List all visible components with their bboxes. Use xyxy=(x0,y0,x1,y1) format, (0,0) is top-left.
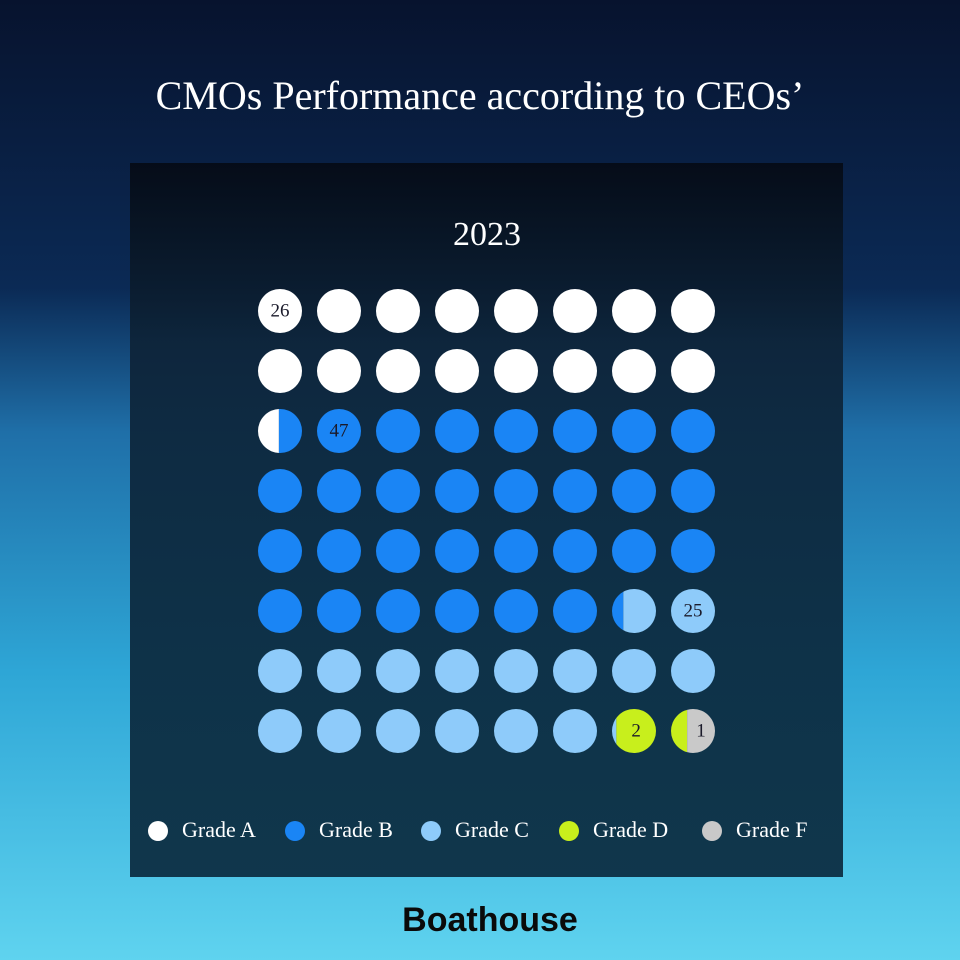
waffle-dot xyxy=(258,649,302,693)
value-label: 2 xyxy=(631,720,641,741)
waffle-dot xyxy=(671,649,715,693)
waffle-dot xyxy=(553,649,597,693)
legend-label: Grade C xyxy=(455,817,529,842)
waffle-dot-part xyxy=(278,409,302,453)
waffle-dot xyxy=(317,409,361,453)
waffle-dot xyxy=(376,529,420,573)
waffle-dot xyxy=(317,649,361,693)
waffle-dot xyxy=(612,409,656,453)
waffle-dot xyxy=(435,529,479,573)
waffle-dot xyxy=(376,589,420,633)
waffle-dot xyxy=(494,709,538,753)
waffle-dot-part xyxy=(687,709,715,753)
waffle-dot xyxy=(317,349,361,393)
waffle-dot xyxy=(494,469,538,513)
waffle-dot xyxy=(612,349,656,393)
waffle-dot-part xyxy=(258,409,279,453)
waffle-dot xyxy=(671,409,715,453)
waffle-dot xyxy=(494,589,538,633)
waffle-dot xyxy=(258,469,302,513)
waffle-dot xyxy=(553,289,597,333)
waffle-dot xyxy=(317,529,361,573)
waffle-dot xyxy=(317,709,361,753)
waffle-dot xyxy=(553,589,597,633)
waffle-dot xyxy=(435,469,479,513)
waffle-dot xyxy=(435,409,479,453)
waffle-dot xyxy=(671,469,715,513)
legend-label: Grade D xyxy=(593,817,668,842)
waffle-dot xyxy=(612,529,656,573)
waffle-dot xyxy=(435,589,479,633)
waffle-dot-part xyxy=(616,709,656,753)
waffle-dot xyxy=(494,349,538,393)
waffle-dot-part xyxy=(612,717,617,745)
waffle-dot xyxy=(317,589,361,633)
legend-label: Grade A xyxy=(182,817,256,842)
waffle-dot xyxy=(671,589,715,633)
waffle-dot xyxy=(376,409,420,453)
value-label: 25 xyxy=(684,600,703,621)
waffle-dot xyxy=(671,349,715,393)
waffle-dot xyxy=(376,289,420,333)
brand-logo: Boathouse xyxy=(402,901,578,939)
value-label: 26 xyxy=(271,300,290,321)
waffle-dot xyxy=(258,589,302,633)
value-label: 47 xyxy=(330,420,349,441)
waffle-dot xyxy=(671,289,715,333)
waffle-dot-part xyxy=(623,589,656,633)
waffle-dot xyxy=(435,289,479,333)
waffle-dot xyxy=(553,529,597,573)
waffle-dot xyxy=(553,709,597,753)
waffle-dot xyxy=(494,649,538,693)
waffle-dot xyxy=(553,469,597,513)
waffle-dot xyxy=(376,649,420,693)
waffle-dot xyxy=(494,289,538,333)
waffle-dot xyxy=(612,469,656,513)
waffle-dot xyxy=(258,709,302,753)
waffle-dot-part xyxy=(671,709,688,753)
legend-swatch xyxy=(148,821,168,841)
legend-swatch xyxy=(421,821,441,841)
waffle-dot xyxy=(494,529,538,573)
legend-swatch xyxy=(559,821,579,841)
panel xyxy=(130,163,843,877)
legend-label: Grade B xyxy=(319,817,393,842)
waffle-dot xyxy=(258,349,302,393)
waffle-dot xyxy=(612,649,656,693)
waffle-dot xyxy=(317,469,361,513)
waffle-dot xyxy=(376,349,420,393)
legend-swatch xyxy=(285,821,305,841)
chart-title: CMOs Performance according to CEOs’ xyxy=(156,73,805,118)
waffle-dot xyxy=(376,469,420,513)
waffle-dot xyxy=(553,409,597,453)
legend-swatch xyxy=(702,821,722,841)
waffle-dot xyxy=(494,409,538,453)
waffle-dot xyxy=(435,349,479,393)
waffle-dot xyxy=(612,289,656,333)
waffle-dot xyxy=(553,349,597,393)
waffle-dot-part xyxy=(612,591,624,631)
waffle-dot xyxy=(376,709,420,753)
waffle-dot xyxy=(258,289,302,333)
value-label: 1 xyxy=(696,720,706,741)
legend-label: Grade F xyxy=(736,817,807,842)
waffle-dot xyxy=(258,529,302,573)
waffle-dot xyxy=(317,289,361,333)
waffle-dot xyxy=(671,529,715,573)
waffle-dot xyxy=(435,649,479,693)
chart-subtitle: 2023 xyxy=(453,216,521,253)
waffle-dot xyxy=(435,709,479,753)
